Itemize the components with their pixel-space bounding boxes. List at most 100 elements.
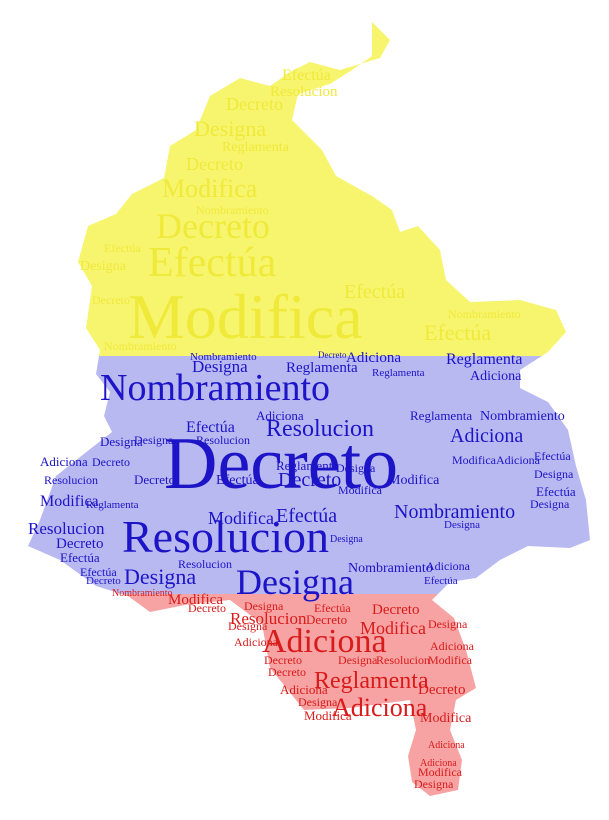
word: Efectúa	[216, 473, 260, 488]
word: Reglamenta	[410, 408, 472, 423]
word: Resolucion	[178, 557, 232, 571]
word: Adiciona	[256, 408, 304, 423]
word: Modifica	[128, 281, 363, 352]
word: Modifica	[418, 765, 463, 779]
word: Modifica	[388, 473, 440, 488]
word: Resolucion	[270, 84, 338, 100]
blue-band	[28, 356, 590, 594]
word: Reglamenta	[222, 140, 290, 155]
word: Adiciona	[430, 639, 475, 653]
word: Adiciona	[426, 559, 471, 573]
word: Designa	[134, 433, 174, 447]
word: Designa	[330, 534, 363, 545]
word: Adiciona	[280, 682, 328, 697]
word: Resolucion	[44, 473, 98, 487]
word: Adiciona	[428, 740, 465, 751]
word: Decreto	[134, 472, 175, 487]
word: Nombramiento	[112, 588, 173, 599]
word: Designa	[428, 617, 468, 631]
word: Decreto	[86, 575, 121, 587]
word: Reglamenta	[446, 351, 522, 368]
word: Adiciona	[234, 635, 279, 649]
word: Nombramiento	[104, 339, 177, 353]
word: Reglamenta	[286, 360, 358, 376]
word: Modifica	[40, 493, 99, 510]
word: Decreto	[318, 350, 347, 360]
word: Resolucion	[376, 653, 430, 667]
word: Designa	[444, 519, 480, 531]
word: Efectúa	[314, 601, 351, 615]
word: Efectúa	[104, 241, 141, 255]
word: Efectúa	[282, 67, 331, 84]
word: Nombramiento	[196, 203, 269, 217]
word: Designa	[530, 497, 570, 511]
word: Decreto	[418, 682, 465, 698]
word: Designa	[194, 116, 266, 141]
word: Reglamenta	[86, 499, 139, 511]
word: Resolucion	[122, 511, 329, 562]
word: Designa	[336, 461, 376, 475]
word: Modifica	[452, 453, 497, 467]
word: Designa	[298, 695, 338, 709]
word: Efectúa	[424, 575, 458, 587]
word: Decreto	[92, 455, 130, 469]
word: Designa	[80, 259, 127, 274]
word: Designa	[534, 467, 574, 481]
word: Decreto	[372, 602, 419, 618]
word: Designa	[236, 562, 354, 602]
word: Decreto	[164, 423, 398, 505]
word: Efectúa	[534, 449, 571, 463]
blue-words: Decreto Adiciona Reglamenta Nombramiento…	[28, 350, 576, 602]
word: Modifica	[338, 483, 383, 497]
word: Modifica	[168, 592, 223, 608]
word: Designa	[244, 599, 284, 613]
word: Designa	[414, 777, 454, 791]
word: Modifica	[420, 711, 472, 726]
word: Efectúa	[536, 484, 576, 499]
word: Decreto	[92, 293, 130, 307]
word: Designa	[338, 653, 378, 667]
word: Nombramiento	[394, 501, 515, 523]
word: Adiciona	[332, 693, 428, 722]
word: Efectúa	[276, 505, 337, 527]
word: Adiciona	[470, 369, 522, 384]
word: Decreto	[56, 536, 103, 552]
word: Adiciona	[496, 453, 541, 467]
word: Decreto	[186, 154, 243, 174]
word: Designa	[124, 564, 196, 589]
word: Decreto	[268, 665, 306, 679]
word: Nombramiento	[348, 561, 433, 576]
word: Adiciona	[420, 758, 457, 769]
word: Efectúa	[60, 550, 100, 565]
word: Efectúa	[186, 419, 235, 436]
word: Resolucion	[266, 416, 374, 442]
word: Resolucion	[196, 433, 250, 447]
word: Decreto	[278, 469, 341, 491]
word: Decreto	[264, 653, 302, 667]
word: Resolucion	[28, 519, 105, 538]
word: Modifica	[162, 174, 258, 203]
yellow-words: Efectúa Resolucion Decreto Designa Regla…	[80, 67, 521, 353]
word: Decreto	[306, 612, 347, 627]
word: Resolucion	[230, 609, 307, 628]
word: Efectúa	[344, 281, 405, 303]
word: Adiciona	[40, 454, 88, 469]
word: Nombramiento	[480, 409, 565, 424]
red-words: Nombramiento Modifica Decreto Designa Ef…	[112, 588, 475, 791]
word: Adiciona	[346, 350, 401, 366]
word: Modifica	[360, 618, 426, 638]
word: Adiciona	[450, 425, 523, 447]
word: Adiciona	[262, 623, 387, 660]
word: Nombramiento	[190, 351, 257, 363]
word: Designa	[192, 357, 248, 376]
word: Modifica	[208, 508, 274, 528]
word: Designa	[100, 434, 143, 449]
word: Modifica	[304, 708, 352, 723]
word: Efectúa	[424, 320, 491, 345]
word: Designa	[228, 619, 268, 633]
word: Decreto	[226, 94, 283, 114]
word: Modifica	[428, 653, 473, 667]
word: Efectúa	[148, 240, 277, 286]
